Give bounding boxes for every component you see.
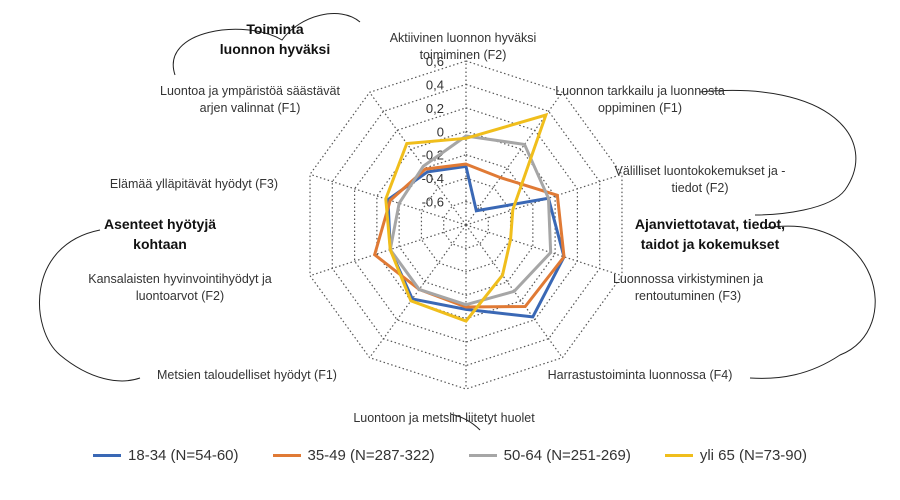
axis-label: Elämää ylläpitävät hyödyt (F3) (110, 177, 278, 191)
spoke (309, 173, 467, 226)
axis-label: Kansalaisten hyvinvointihyödyt ja luontoa… (88, 272, 271, 303)
tick-label: -0,6 (422, 195, 444, 210)
series-line (384, 112, 549, 323)
legend-label: 35-49 (N=287-322) (307, 446, 435, 464)
tick-label: -0,4 (422, 171, 444, 186)
grid (309, 60, 623, 390)
legend-label: 50-64 (N=251-269) (503, 446, 631, 464)
axis-label: Harrastustoiminta luonnossa (F4) (548, 368, 733, 382)
axis-label-line: Aktiivinen luonnon hyväksi (390, 31, 537, 45)
legend-swatch (664, 453, 693, 457)
axis-label-line: Harrastustoiminta luonnossa (F4) (548, 368, 733, 382)
group-label: Asenteet hyötyjä kohtaan (104, 216, 216, 252)
grid-ring (353, 107, 579, 343)
legend-swatch (272, 453, 301, 457)
bracket-arc (449, 413, 481, 431)
axis-label-line: Kansalaisten hyvinvointihyödyt ja (88, 272, 271, 286)
legend-item: 50-64 (N=251-269) (468, 446, 631, 464)
axis-label-line: toimiminen (F2) (420, 48, 507, 62)
axis-label-line: Luontoon ja metsiin liitetyt huolet (353, 411, 535, 425)
tick-label: -0,2 (422, 148, 444, 163)
spoke (369, 224, 467, 359)
axis-label-line: oppiminen (F1) (598, 101, 682, 115)
axis-label-line: Luonnon tarkkailu ja luonnosta (555, 84, 725, 98)
axis-label: Luontoon ja metsiin liitetyt huolet (353, 411, 535, 425)
spoke (309, 224, 467, 277)
group-label: Toiminta luonnon hyväksi (220, 21, 330, 57)
legend-label: yli 65 (N=73-90) (699, 446, 807, 464)
spoke (465, 224, 623, 277)
spoke (465, 224, 563, 359)
legend: 18-34 (N=54-60) 35-49 (N=287-322) 50-64 (N… (0, 440, 900, 470)
grid-ring (443, 200, 489, 250)
legend-item: 35-49 (N=287-322) (272, 446, 435, 464)
spoke (369, 91, 467, 226)
grid-ring (331, 83, 601, 367)
series-line (388, 134, 553, 307)
spoke (465, 173, 623, 226)
axis-label: Luonnon tarkkailu ja luonnosta oppiminen … (555, 84, 725, 115)
legend-swatch (468, 453, 497, 457)
group-label-line: Asenteet hyötyjä (104, 216, 216, 232)
axis-label-line: Välilliset luontokokemukset ja - (615, 164, 786, 178)
group-label: Ajanviettotavat, tiedot, taidot ja kokemu… (635, 216, 785, 252)
legend-item: 18-34 (N=54-60) (93, 446, 239, 464)
axis-label: Luonnossa virkistyminen ja rentoutuminen … (613, 272, 763, 303)
grid-ring (309, 60, 623, 390)
axis-label-line: Luontoa ja ympäristöä säästävät (160, 84, 340, 98)
group-label-line: Ajanviettotavat, tiedot, (635, 216, 785, 232)
axis-label-line: Luonnossa virkistyminen ja (613, 272, 763, 286)
group-label-line: Toiminta (246, 21, 304, 37)
axis-label-line: luontoarvot (F2) (136, 289, 224, 303)
axis-label-line: Metsien taloudelliset hyödyt (F1) (157, 368, 337, 382)
axis-label-line: tiedot (F2) (672, 181, 729, 195)
bracket-arc (699, 90, 857, 216)
legend-label: 18-34 (N=54-60) (128, 446, 239, 464)
axis-label-line: Elämää ylläpitävät hyödyt (F3) (110, 177, 278, 191)
axis-label: Metsien taloudelliset hyödyt (F1) (157, 368, 337, 382)
group-label-line: taidot ja kokemukset (641, 236, 780, 252)
axis-label-line: arjen valinnat (F1) (200, 101, 301, 115)
bracket-arc (749, 225, 876, 379)
axis-label: Välilliset luontokokemukset ja - tiedot (… (615, 164, 786, 195)
axis-label: Luontoa ja ympäristöä säästävät arjen val… (160, 84, 340, 115)
legend-swatch (93, 453, 122, 457)
axis-label-line: rentoutuminen (F3) (635, 289, 741, 303)
series-line (372, 162, 566, 309)
tick-label: 0,4 (426, 77, 444, 92)
axis-label: Aktiivinen luonnon hyväksi toimiminen (F2… (390, 31, 537, 62)
tick-label: 0,2 (426, 101, 444, 116)
grid-ring (398, 154, 534, 296)
group-brackets (39, 13, 876, 431)
bracket-arc (39, 229, 141, 382)
bracket-arc (172, 13, 361, 76)
tick-label: 0,6 (426, 54, 444, 69)
group-label-line: luonnon hyväksi (220, 41, 330, 57)
legend-item: yli 65 (N=73-90) (664, 446, 807, 464)
grid-ring (376, 130, 556, 320)
grid-ring (420, 177, 512, 273)
tick-label: 0 (437, 124, 444, 139)
group-label-line: kohtaan (133, 236, 187, 252)
